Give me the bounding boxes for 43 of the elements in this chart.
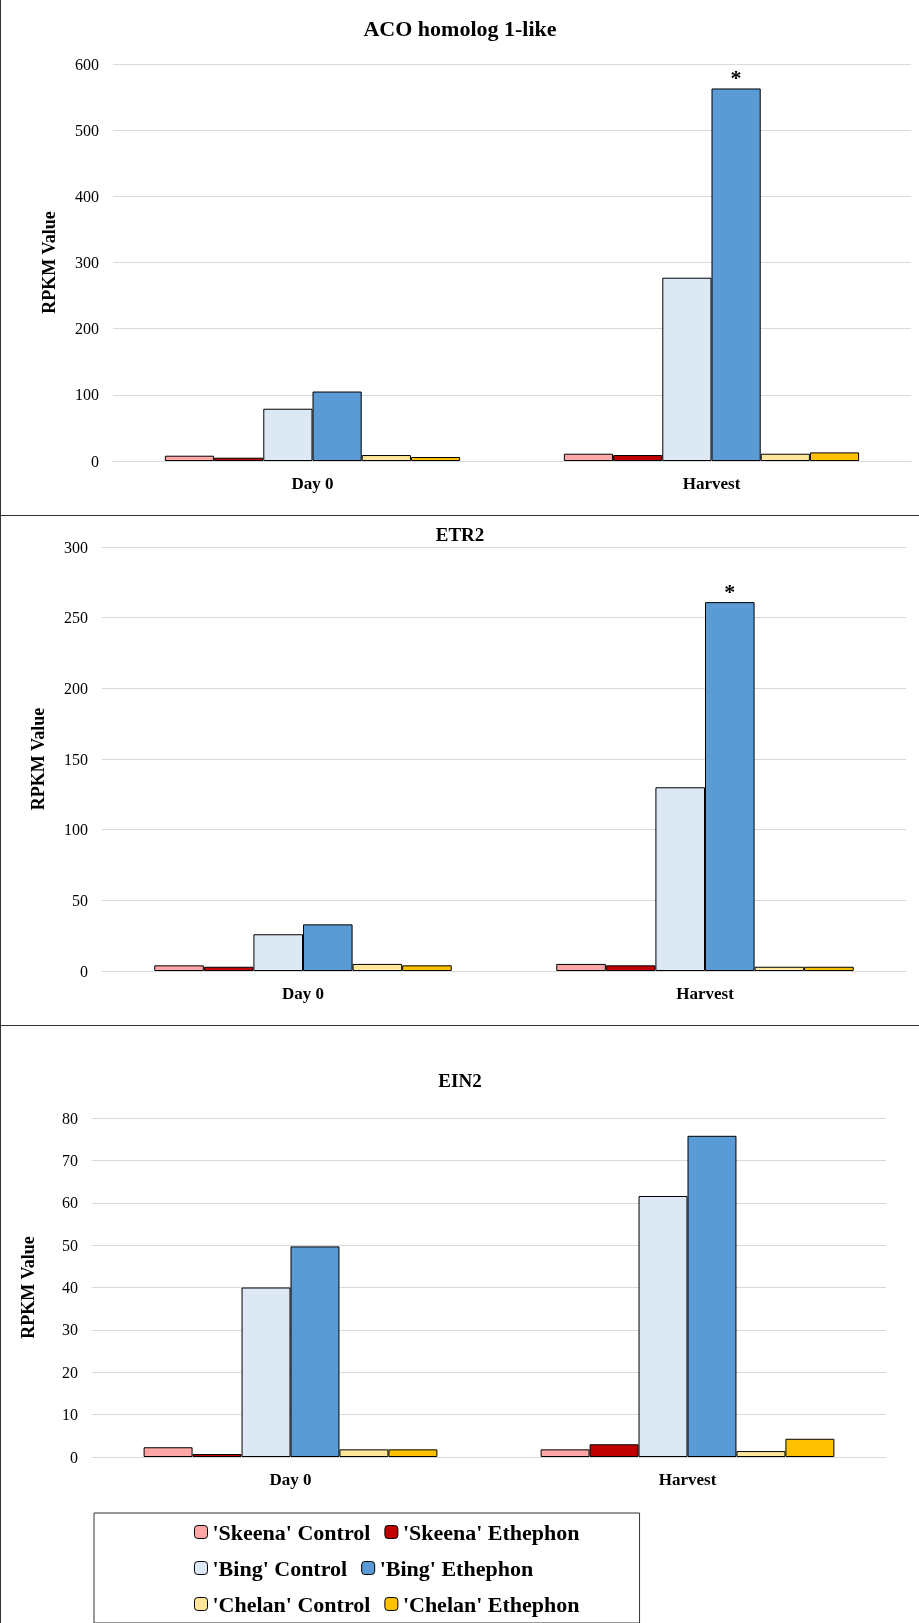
chart-title: ETR2 xyxy=(435,524,485,545)
y-tick-label: 200 xyxy=(75,320,99,338)
y-tick-label: 40 xyxy=(62,1279,78,1296)
legend-label: 'Bing' Ethephon xyxy=(379,1555,534,1581)
y-tick-label: 250 xyxy=(64,609,88,627)
y-axis-title: RPKM Value xyxy=(28,707,48,811)
y-tick-label: 50 xyxy=(72,891,88,909)
chart-title: ACO homolog 1-like xyxy=(363,15,557,41)
y-axis-title: RPKM Value xyxy=(39,211,59,314)
legend-label: 'Bing' Control xyxy=(212,1555,348,1581)
y-tick-label: 0 xyxy=(70,1448,78,1466)
y-tick-label: 150 xyxy=(64,750,88,768)
y-tick-label: 60 xyxy=(62,1194,78,1212)
y-tick-label: 100 xyxy=(64,821,88,839)
x-tick-label: Harvest xyxy=(682,474,741,493)
x-tick-label: Harvest xyxy=(676,984,735,1003)
x-tick-label: Day 0 xyxy=(269,1470,312,1489)
y-tick-label: 30 xyxy=(62,1321,78,1339)
y-tick-label: 100 xyxy=(75,386,99,404)
y-tick-label: 10 xyxy=(62,1406,78,1424)
y-tick-label: 50 xyxy=(62,1236,78,1254)
y-tick-label: 70 xyxy=(62,1151,78,1169)
y-tick-label: 0 xyxy=(80,962,88,980)
x-tick-label: Day 0 xyxy=(291,474,334,493)
y-tick-label: 400 xyxy=(75,187,99,205)
y-tick-label: 0 xyxy=(91,452,99,470)
annotation: * xyxy=(724,578,736,604)
legend-label: 'Chelan' Control xyxy=(212,1591,371,1617)
y-tick-label: 600 xyxy=(75,55,99,73)
y-axis-title: RPKM Value xyxy=(18,1236,38,1339)
annotation: * xyxy=(730,64,742,90)
x-tick-label: Day 0 xyxy=(281,984,325,1003)
y-tick-label: 500 xyxy=(75,121,99,139)
legend-label: 'Skeena' Ethephon xyxy=(402,1519,580,1545)
chart-title: EIN2 xyxy=(438,1070,482,1091)
y-tick-label: 80 xyxy=(62,1109,78,1127)
legend-label: 'Skeena' Control xyxy=(212,1519,371,1545)
x-tick-label: Harvest xyxy=(658,1470,717,1489)
legend-label: 'Chelan' Ethephon xyxy=(402,1591,580,1617)
y-tick-label: 300 xyxy=(64,538,88,556)
y-tick-label: 200 xyxy=(64,679,88,697)
y-tick-label: 20 xyxy=(62,1363,78,1381)
y-tick-label: 300 xyxy=(75,254,99,271)
